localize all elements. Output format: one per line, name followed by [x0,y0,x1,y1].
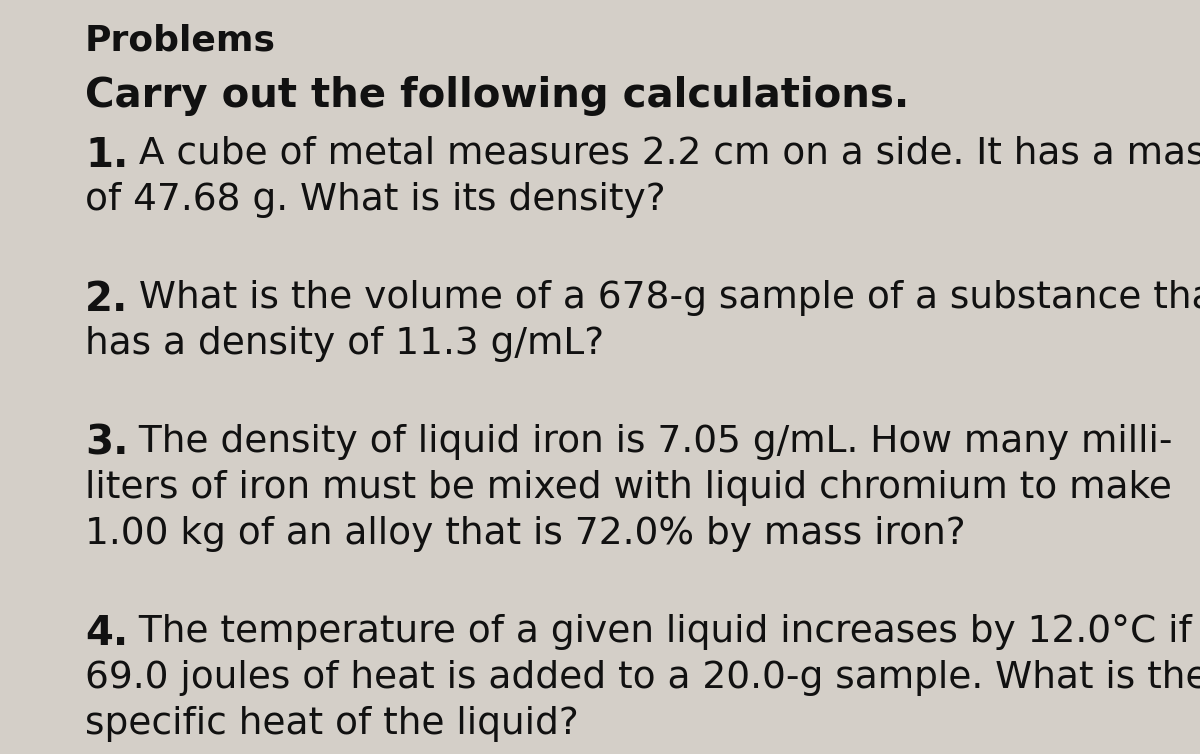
Text: The temperature of a given liquid increases by 12.0°C if: The temperature of a given liquid increa… [127,614,1192,650]
Text: 2.: 2. [85,280,128,320]
Text: Problems: Problems [85,24,276,58]
Text: 3.: 3. [85,424,128,464]
Text: specific heat of the liquid?: specific heat of the liquid? [85,706,578,742]
Text: What is the volume of a 678-g sample of a substance that: What is the volume of a 678-g sample of … [127,280,1200,316]
Text: has a density of 11.3 g/mL?: has a density of 11.3 g/mL? [85,326,604,362]
Text: of 47.68 g. What is its density?: of 47.68 g. What is its density? [85,182,666,218]
Text: Carry out the following calculations.: Carry out the following calculations. [85,76,910,116]
Text: 69.0 joules of heat is added to a 20.0-g sample. What is the: 69.0 joules of heat is added to a 20.0-g… [85,660,1200,696]
Text: 1.: 1. [85,136,128,176]
Text: 1.00 kg of an alloy that is 72.0% by mass iron?: 1.00 kg of an alloy that is 72.0% by mas… [85,516,966,552]
Text: A cube of metal measures 2.2 cm on a side. It has a mass: A cube of metal measures 2.2 cm on a sid… [127,136,1200,172]
Text: liters of iron must be mixed with liquid chromium to make: liters of iron must be mixed with liquid… [85,470,1172,506]
Text: The density of liquid iron is 7.05 g/mL. How many milli-: The density of liquid iron is 7.05 g/mL.… [127,424,1172,460]
Text: 4.: 4. [85,614,128,654]
